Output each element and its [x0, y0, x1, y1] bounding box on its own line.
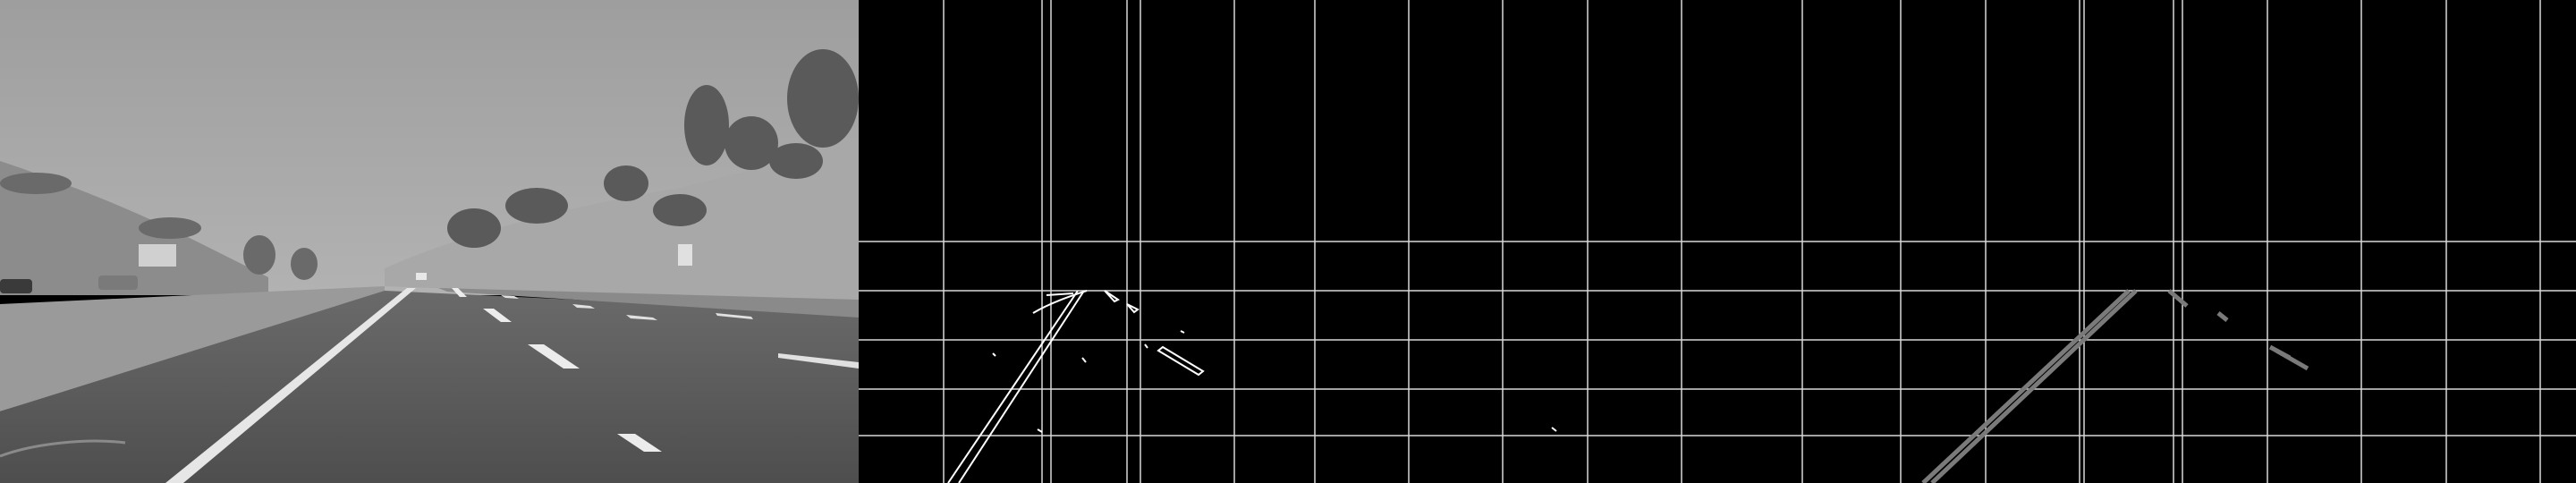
hough-lines-with-grid: [1717, 0, 2576, 483]
left-solid-lane-line: [165, 288, 416, 483]
right-sign: [678, 244, 692, 266]
right-shoulder: [438, 288, 859, 318]
left-bushes: [0, 173, 318, 280]
road-cracks: [0, 439, 126, 458]
road-photo-svg: [0, 0, 859, 483]
road-surface: [0, 291, 859, 483]
right-hill: [385, 152, 859, 304]
edges-svg: [859, 0, 1717, 483]
right-dashed-lane-line: [452, 288, 662, 452]
canny-edges-with-grid: [859, 0, 1717, 483]
hough-line-segments: [1921, 289, 2309, 483]
grass-verge: [0, 286, 385, 411]
left-hill: [0, 161, 268, 295]
lines-svg: [1717, 0, 2576, 483]
car-left: [0, 279, 32, 293]
edge-contours: [947, 290, 1557, 483]
car-middle: [98, 275, 138, 290]
grayscale-road-image: [0, 0, 859, 483]
grid-lines: [859, 0, 1717, 483]
left-sign: [139, 244, 176, 267]
right-trees: [447, 49, 859, 248]
far-right-lane-dashes: [501, 295, 859, 369]
car-distant: [416, 273, 427, 280]
grid-lines: [1717, 0, 2576, 483]
